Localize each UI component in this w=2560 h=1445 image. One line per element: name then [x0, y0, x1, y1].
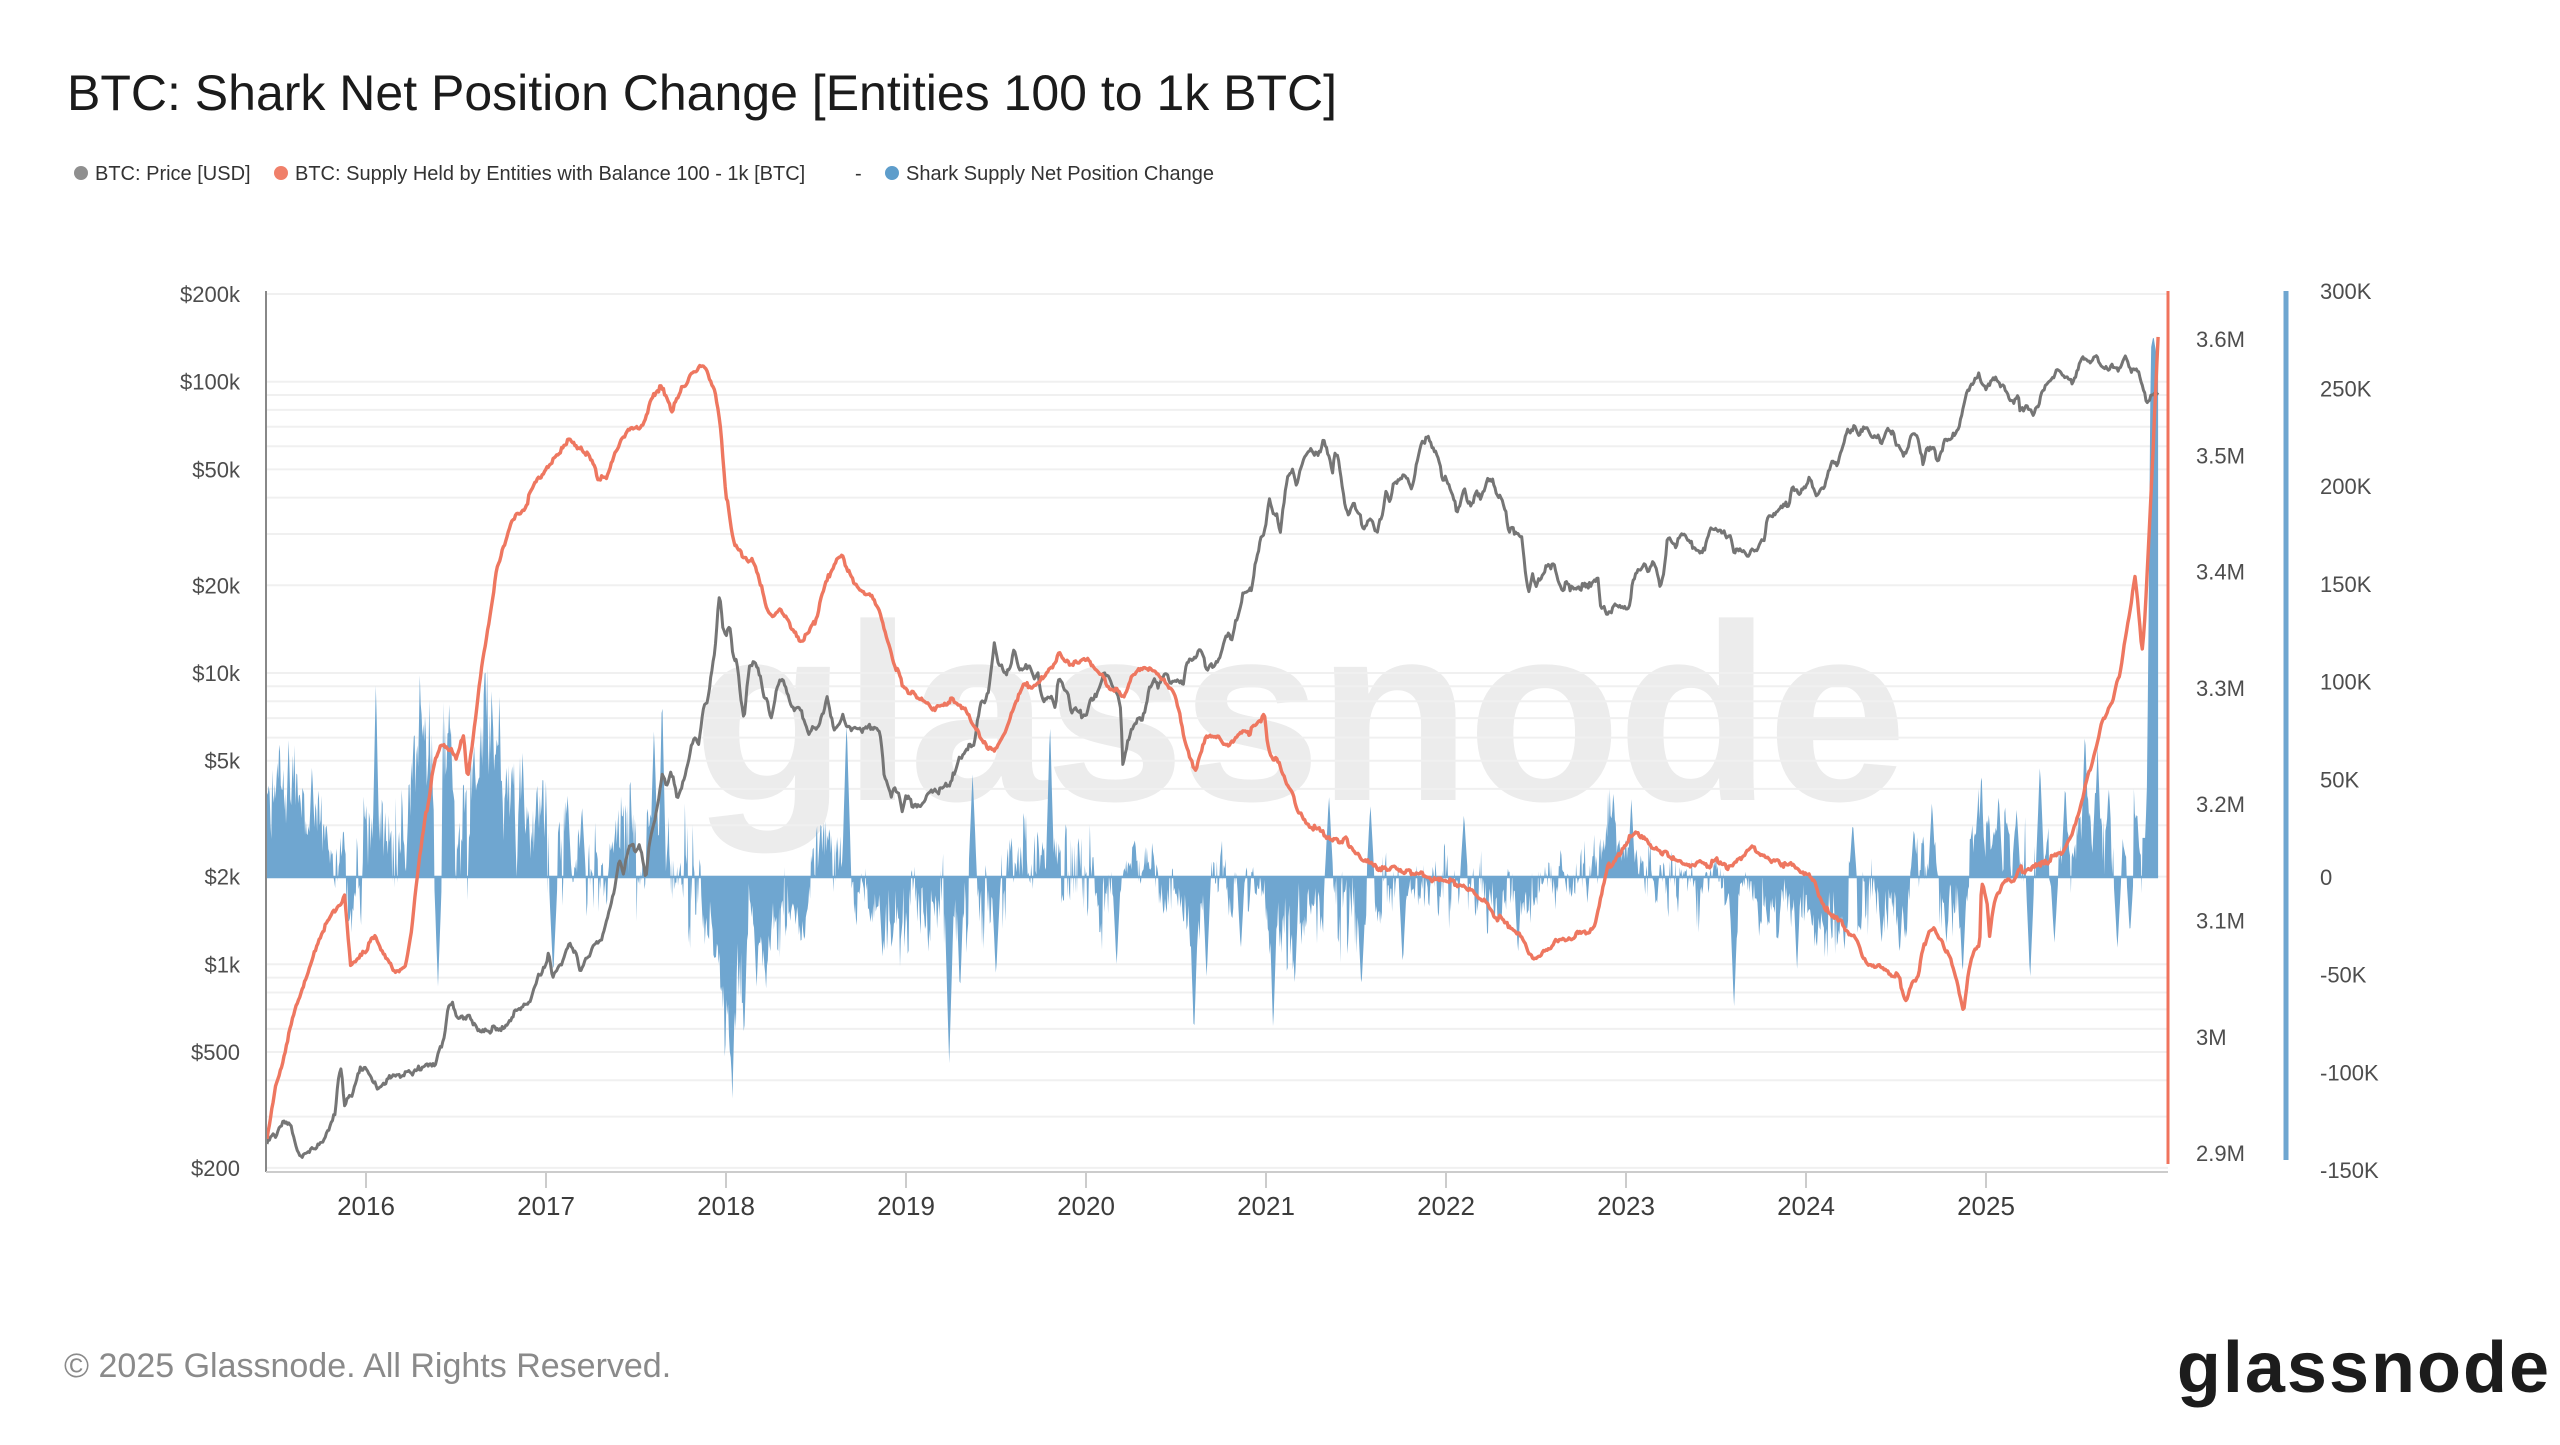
- svg-text:2017: 2017: [517, 1191, 575, 1221]
- svg-text:300K: 300K: [2320, 279, 2372, 304]
- svg-text:2025: 2025: [1957, 1191, 2015, 1221]
- svg-text:3M: 3M: [2196, 1025, 2227, 1050]
- svg-text:250K: 250K: [2320, 377, 2372, 402]
- svg-text:-150K: -150K: [2320, 1158, 2379, 1183]
- svg-text:-100K: -100K: [2320, 1060, 2379, 1085]
- svg-text:$5k: $5k: [205, 749, 241, 774]
- svg-text:BTC: Supply Held by Entities w: BTC: Supply Held by Entities with Balanc…: [295, 163, 805, 185]
- svg-text:$200k: $200k: [180, 282, 241, 307]
- svg-text:2016: 2016: [337, 1191, 395, 1221]
- svg-text:2020: 2020: [1057, 1191, 1115, 1221]
- svg-text:BTC: Price [USD]: BTC: Price [USD]: [95, 163, 251, 185]
- svg-text:$2k: $2k: [205, 865, 241, 890]
- svg-text:-50K: -50K: [2320, 963, 2367, 988]
- svg-text:2018: 2018: [697, 1191, 755, 1221]
- svg-text:$20k: $20k: [192, 573, 241, 598]
- svg-text:150K: 150K: [2320, 572, 2372, 597]
- svg-text:2023: 2023: [1597, 1191, 1655, 1221]
- svg-text:BTC: Shark Net Position Change: BTC: Shark Net Position Change [Entities…: [67, 65, 1337, 121]
- svg-text:3.5M: 3.5M: [2196, 443, 2245, 468]
- svg-text:© 2025 Glassnode. All Rights R: © 2025 Glassnode. All Rights Reserved.: [64, 1347, 671, 1385]
- svg-text:2019: 2019: [877, 1191, 935, 1221]
- svg-text:3.4M: 3.4M: [2196, 560, 2245, 585]
- svg-text:$100k: $100k: [180, 370, 241, 395]
- svg-text:$500: $500: [191, 1040, 240, 1065]
- svg-text:-: -: [855, 163, 862, 185]
- svg-text:3.6M: 3.6M: [2196, 327, 2245, 352]
- svg-text:2021: 2021: [1237, 1191, 1295, 1221]
- svg-text:$1k: $1k: [205, 952, 241, 977]
- svg-text:2022: 2022: [1417, 1191, 1475, 1221]
- svg-text:0: 0: [2320, 865, 2332, 890]
- svg-text:3.1M: 3.1M: [2196, 909, 2245, 934]
- svg-text:Shark Supply Net Position Chan: Shark Supply Net Position Change: [906, 163, 1214, 185]
- svg-text:$50k: $50k: [192, 457, 241, 482]
- svg-text:$200: $200: [191, 1156, 240, 1181]
- svg-text:2.9M: 2.9M: [2196, 1141, 2245, 1166]
- svg-text:50K: 50K: [2320, 767, 2359, 792]
- svg-text:3.3M: 3.3M: [2196, 676, 2245, 701]
- svg-text:glassnode: glassnode: [693, 573, 1903, 854]
- svg-text:3.2M: 3.2M: [2196, 792, 2245, 817]
- svg-text:glassnode: glassnode: [2177, 1328, 2551, 1408]
- svg-text:$10k: $10k: [192, 661, 241, 686]
- svg-text:100K: 100K: [2320, 670, 2372, 695]
- svg-text:200K: 200K: [2320, 474, 2372, 499]
- svg-text:2024: 2024: [1777, 1191, 1835, 1221]
